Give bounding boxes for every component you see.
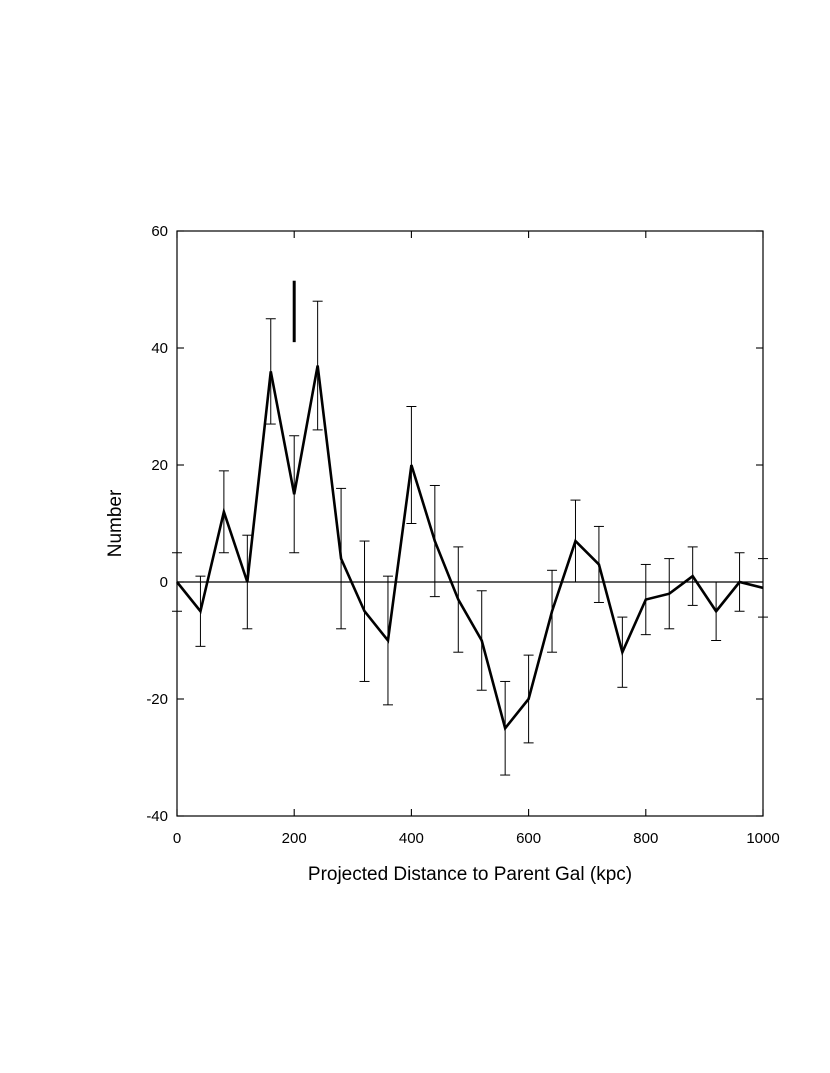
y-tick-label: 0 bbox=[160, 574, 168, 591]
y-tick-label: -20 bbox=[146, 691, 168, 708]
plot-frame bbox=[176, 230, 764, 817]
y-tick-label: 20 bbox=[151, 457, 168, 474]
x-tick-label: 200 bbox=[282, 830, 307, 847]
series-line bbox=[175, 365, 764, 732]
x-tick-label: 800 bbox=[633, 830, 658, 847]
x-axis-label: Projected Distance to Parent Gal (kpc) bbox=[308, 864, 632, 885]
x-tick-label: 0 bbox=[173, 830, 181, 847]
x-tick-label: 600 bbox=[516, 830, 541, 847]
y-tick-label: 40 bbox=[151, 340, 168, 357]
y-tick-label: 60 bbox=[151, 223, 168, 240]
x-tick-label: 400 bbox=[399, 830, 424, 847]
y-tick-label: -40 bbox=[146, 808, 168, 825]
y-axis-label: Number bbox=[105, 489, 126, 557]
x-tick-label: 1000 bbox=[746, 830, 779, 847]
